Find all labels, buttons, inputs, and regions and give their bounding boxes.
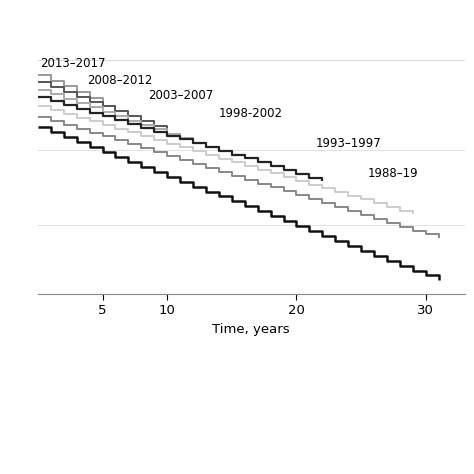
X-axis label: Time, years: Time, years (212, 323, 290, 336)
Text: 1988–19: 1988–19 (367, 167, 418, 181)
Text: 2003–2007: 2003–2007 (148, 90, 213, 102)
Text: 2008–2012: 2008–2012 (87, 74, 153, 88)
Text: 1998-2002: 1998-2002 (219, 108, 283, 120)
Text: 2013–2017: 2013–2017 (40, 57, 106, 70)
Text: 1993–1997: 1993–1997 (316, 137, 382, 150)
